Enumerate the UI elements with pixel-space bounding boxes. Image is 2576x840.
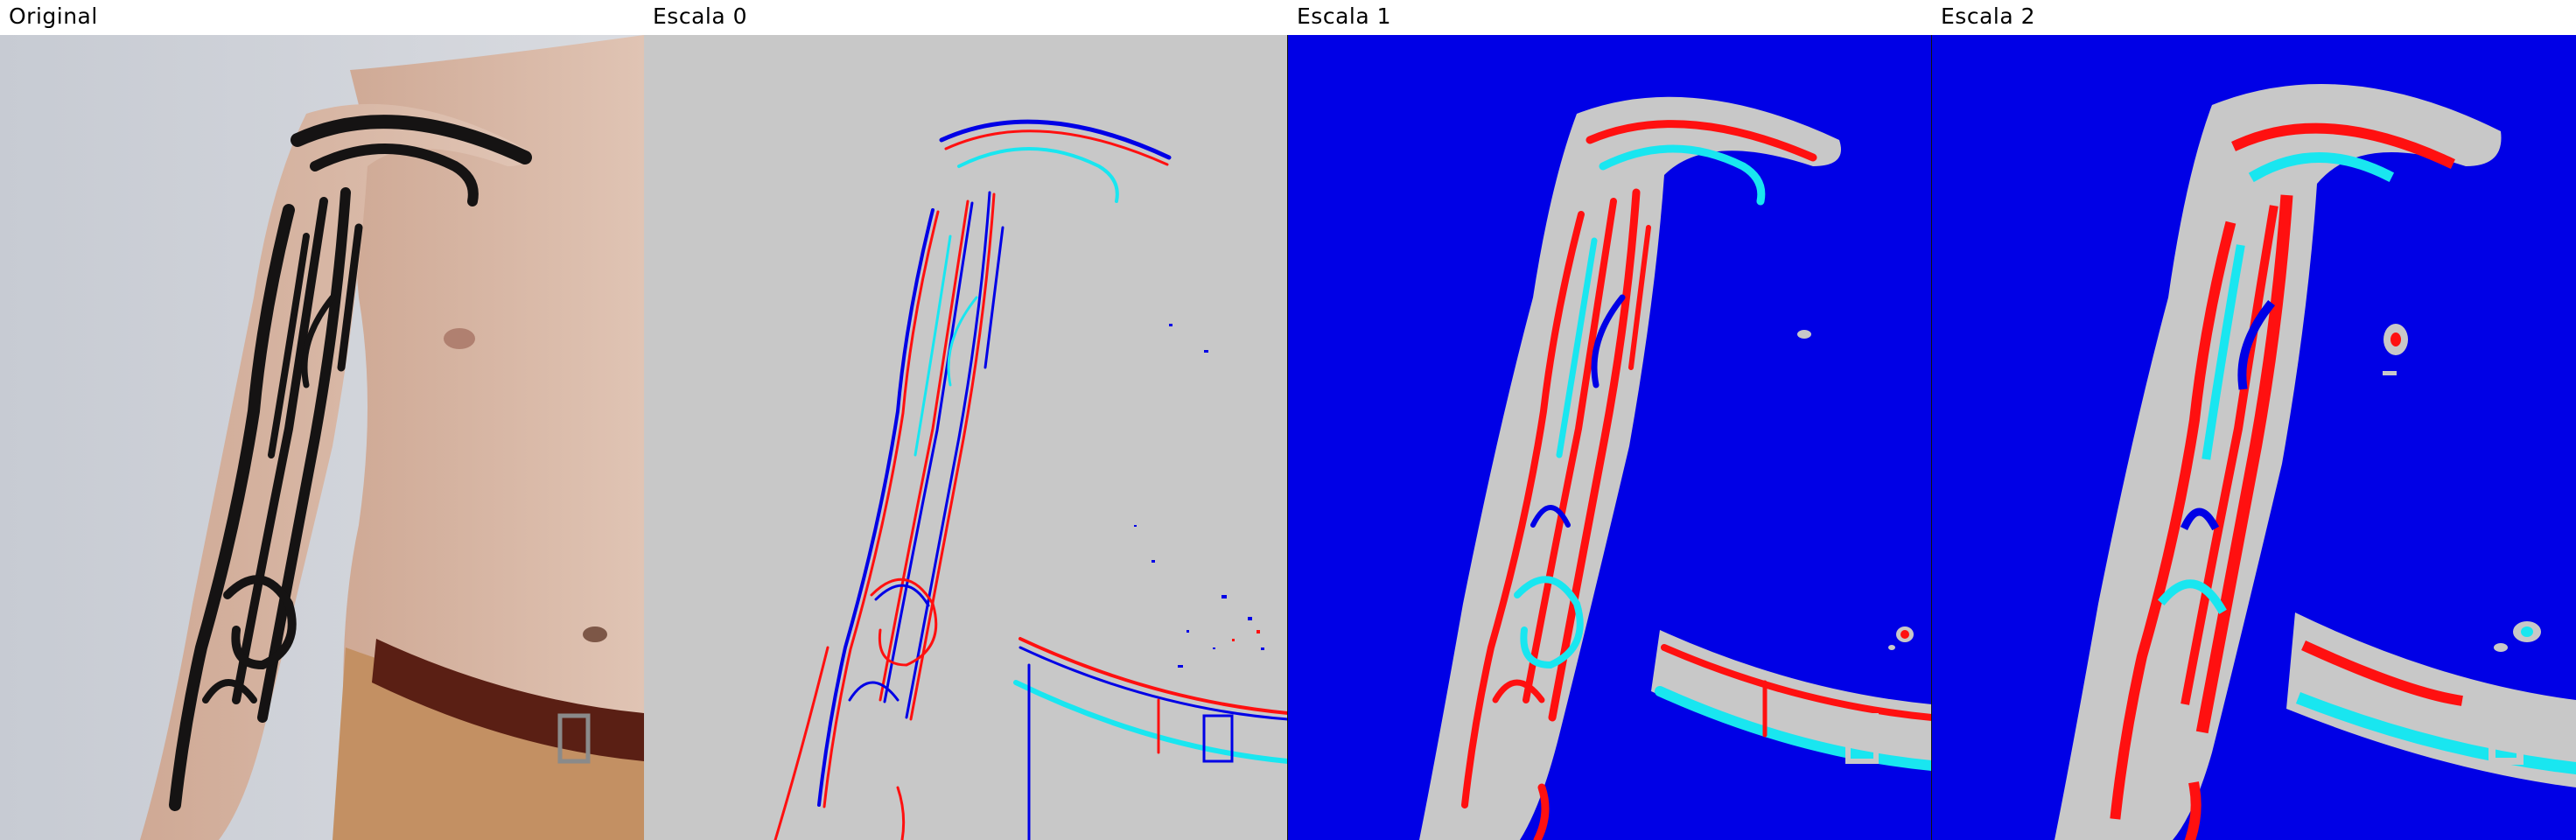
panel-title-scale-2: Escala 2 bbox=[1941, 4, 2036, 29]
panel-title-original: Original bbox=[9, 4, 98, 29]
edge-map-fine bbox=[644, 35, 1288, 840]
scale-2-segmentation-map bbox=[1932, 35, 2576, 840]
panel-scale-2: Escala 2 bbox=[1932, 0, 2576, 840]
segmentation-medium bbox=[1288, 35, 1932, 840]
panel-title-bar: Escala 0 bbox=[644, 0, 1288, 35]
tattooed-arm-photo bbox=[0, 35, 644, 840]
original-photo bbox=[0, 35, 644, 840]
panel-scale-0: Escala 0 bbox=[644, 0, 1288, 840]
panel-title-scale-0: Escala 0 bbox=[653, 4, 748, 29]
panel-title-bar: Escala 1 bbox=[1288, 0, 1932, 35]
panel-title-bar: Original bbox=[0, 0, 644, 35]
panel-scale-1: Escala 1 bbox=[1288, 0, 1932, 840]
scale-0-edge-map bbox=[644, 35, 1288, 840]
panel-title-scale-1: Escala 1 bbox=[1297, 4, 1392, 29]
segmentation-coarse bbox=[1932, 35, 2576, 840]
scale-1-segmentation-map bbox=[1288, 35, 1932, 840]
panel-title-bar: Escala 2 bbox=[1932, 0, 2576, 35]
panel-original: Original bbox=[0, 0, 644, 840]
